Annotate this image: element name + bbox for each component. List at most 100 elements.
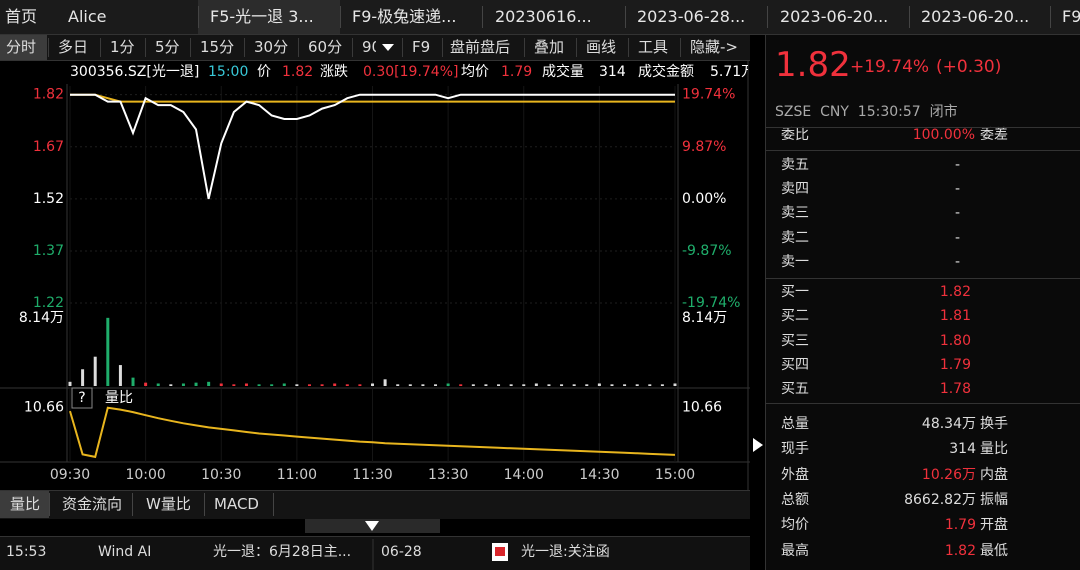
news-item[interactable]: 15:53 — [6, 544, 47, 560]
toolbar-item[interactable]: 多日 — [58, 38, 89, 56]
bottom-tabs — [0, 490, 750, 519]
volume-bar — [560, 384, 564, 386]
x-tick-label: 14:30 — [579, 467, 619, 483]
volume-bar — [421, 384, 425, 386]
toolbar-item[interactable]: 叠加 — [534, 38, 565, 56]
toolbar-item[interactable]: 60分 — [308, 38, 343, 56]
x-tick-label: 11:30 — [352, 467, 392, 483]
info-change-label: 涨跌 — [320, 64, 348, 80]
ratio-label: 量比 — [105, 390, 133, 406]
news-item[interactable]: 光一退:关注函 — [521, 544, 610, 560]
toolbar-item[interactable]: 90 — [362, 38, 376, 56]
tab[interactable]: F5-光一退 3... — [210, 7, 314, 26]
volume-bar — [371, 383, 374, 386]
bottom-tab[interactable]: 资金流向 — [62, 495, 123, 513]
stat-label: 均价 — [781, 517, 809, 534]
toolbar-item[interactable]: 5分 — [155, 38, 180, 56]
news-item[interactable]: 光一退：6月28日主... — [213, 544, 352, 560]
stat-label-2: 换手 — [980, 416, 1008, 432]
news-icons — [365, 521, 508, 570]
quote-price: 1.82 — [775, 45, 851, 85]
tab-divider — [340, 6, 341, 28]
info-price: 1.82 — [282, 64, 314, 80]
volume-bar — [635, 384, 639, 386]
quote-pct: +19.74% — [850, 57, 930, 77]
toolbar-item[interactable]: 工具 — [638, 38, 669, 56]
toolbar-divider — [680, 38, 681, 57]
tab-bar — [0, 0, 1080, 35]
toolbar-item[interactable]: 画线 — [586, 38, 617, 56]
volume-bar — [585, 384, 589, 386]
toolbar-divider — [524, 38, 525, 57]
volume-bar — [156, 383, 160, 386]
pdf-icon-mark — [495, 547, 505, 556]
stat-label: 总额 — [781, 491, 809, 508]
volume-bar — [572, 384, 576, 386]
volume-bar — [345, 384, 349, 386]
toolbar-item[interactable]: F9 — [412, 38, 431, 56]
toolbar-item[interactable]: 30分 — [254, 38, 289, 56]
stat-label-2: 内盘 — [980, 466, 1008, 483]
x-tick-label: 14:00 — [504, 467, 544, 483]
volume-bar — [207, 381, 211, 386]
news-item[interactable]: 06-28 — [381, 544, 422, 560]
tab[interactable]: 2023-06-20... — [921, 7, 1030, 26]
tab[interactable]: F9-极兔速递... — [352, 7, 457, 26]
volume-bar — [219, 383, 223, 386]
tab-divider — [1050, 6, 1051, 28]
info-price-label: 价 — [257, 64, 271, 80]
toolbar-divider — [402, 38, 403, 57]
panel-toggle[interactable] — [750, 430, 765, 460]
active-tool-bg — [0, 35, 47, 60]
toolbar-divider — [48, 38, 49, 57]
bottom-tab[interactable]: MACD — [214, 495, 259, 513]
tab[interactable]: 2023-06-28... — [637, 7, 746, 26]
volume-bar — [131, 377, 135, 386]
tab[interactable]: 首页 — [5, 7, 38, 26]
stat-value: 10.26万 — [921, 466, 976, 483]
toolbar-item[interactable]: 1分 — [110, 38, 135, 56]
toolbar-item[interactable]: 分时 — [6, 38, 37, 56]
book-diff-label: 委差 — [980, 127, 1008, 143]
volume-bar — [194, 382, 198, 386]
toolbar-divider — [576, 38, 577, 57]
toolbar-item[interactable]: 15分 — [200, 38, 235, 56]
volume-bar — [597, 383, 601, 386]
volume-tick-label-right: 8.14万 — [682, 310, 727, 326]
info-change: 0.30[19.74%] — [363, 64, 459, 80]
ask-price: - — [954, 157, 960, 173]
bid-label: 买二 — [781, 308, 809, 325]
toolbar-item[interactable]: 盘前盘后 — [450, 38, 511, 56]
toolbar-divider — [442, 38, 443, 57]
toggle-arrow[interactable] — [753, 438, 763, 452]
info-vol: 314 — [599, 64, 626, 80]
news-item[interactable]: Wind AI — [98, 544, 152, 560]
volume-bar — [333, 383, 337, 386]
tab[interactable]: Alice — [68, 7, 107, 26]
help-icon: ? — [78, 390, 85, 406]
book-ratio: 100.00% — [912, 127, 975, 143]
info-time: 15:00 — [208, 64, 249, 80]
y-tick-label: 1.37 — [33, 243, 64, 259]
volume-bar — [547, 384, 551, 386]
toolbar-divider — [100, 38, 101, 57]
collapse-arrow[interactable] — [365, 521, 379, 531]
tab[interactable]: F9 — [1062, 7, 1080, 26]
bottom-tab[interactable]: W量比 — [146, 495, 191, 513]
x-tick-label: 15:00 — [655, 467, 695, 483]
toolbar — [0, 35, 750, 61]
volume-bar — [282, 383, 286, 386]
stat-value: 1.82 — [944, 542, 976, 559]
volume-bar — [446, 383, 450, 386]
bottom-tab[interactable]: 量比 — [10, 495, 41, 513]
stat-label-2: 最低 — [980, 542, 1008, 559]
panel-divider — [766, 127, 1080, 128]
stat-label: 外盘 — [781, 466, 809, 483]
tab[interactable]: 20230616... — [495, 7, 592, 26]
volume-bar — [81, 369, 85, 386]
tab[interactable]: 2023-06-20... — [780, 7, 889, 26]
x-tick-label: 09:30 — [50, 467, 90, 483]
toolbar-item[interactable]: 隐藏-> — [690, 38, 738, 56]
y2-tick-label: 9.87% — [682, 139, 726, 155]
toolbar-divider — [628, 38, 629, 57]
